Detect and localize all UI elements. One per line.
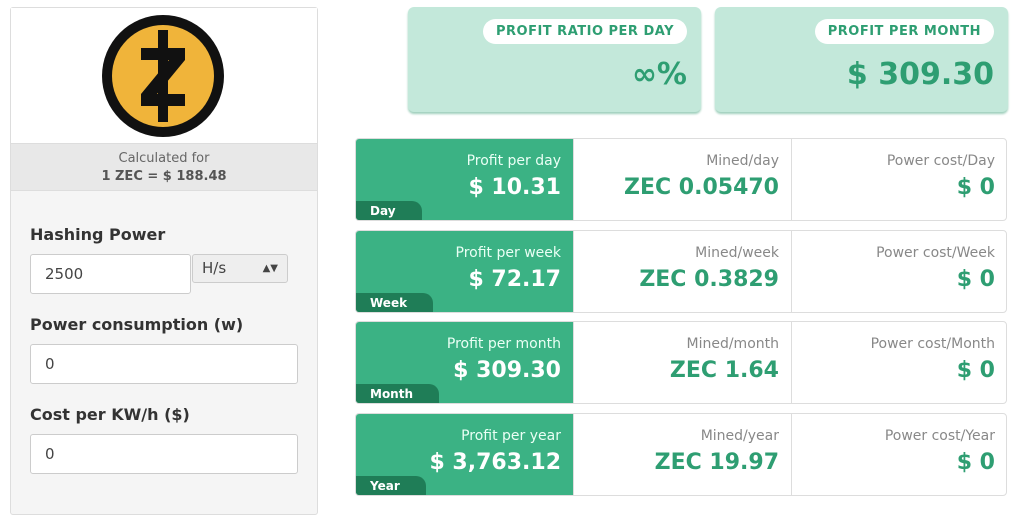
mined-value: ZEC 0.3829 [639, 266, 779, 292]
calculated-for: Calculated for [118, 151, 210, 166]
period-tag: Week [356, 292, 434, 312]
profit-cell: Profit per year $ 3,763.12 Year [356, 413, 573, 495]
result-row: Profit per year $ 3,763.12 Year Mined/year Z… [355, 412, 1007, 496]
profit-label: Profit per year [461, 427, 561, 444]
power-value: $ 0 [956, 449, 995, 475]
mined-label: Mined/day [706, 153, 779, 169]
mined-value: ZEC 19.97 [654, 449, 779, 475]
power-value: $ 0 [956, 266, 995, 292]
calculator-panel: Calculated for 1 ZEC = $ 188.48 Hashing … [10, 7, 318, 515]
profit-value: $ 10.31 [468, 175, 561, 200]
rate: 1 ZEC = $ 188.48 [101, 169, 227, 184]
profit-value: $ 309.30 [453, 358, 561, 383]
rate-info: Calculated for 1 ZEC = $ 188.48 [11, 143, 317, 191]
power-label: Power cost/Year [884, 427, 995, 444]
summary-card: PROFIT RATIO PER DAY ∞% [408, 7, 701, 112]
power-label: Power cost/Day [886, 153, 995, 169]
summary-label: PROFIT PER MONTH [814, 19, 994, 44]
mined-label: Mined/week [695, 244, 779, 261]
profit-cell: Profit per week $ 72.17 Week [356, 230, 573, 312]
result-row: Profit per day $ 10.31 Day Mined/day ZEC 0.0… [355, 138, 1007, 221]
field-label: Hashing Power [30, 225, 166, 244]
power-value: $ 0 [956, 358, 995, 383]
mined-cell: Mined/year ZEC 19.97 [573, 413, 791, 495]
summary-value: ∞% [631, 57, 687, 92]
profit-value: $ 72.17 [468, 266, 561, 292]
profit-cell: Profit per day $ 10.31 Day [356, 139, 573, 220]
power-label: Power cost/Week [876, 244, 995, 261]
unit-select[interactable]: H/s ▲▼ [192, 254, 288, 283]
summary-label: PROFIT RATIO PER DAY [482, 19, 687, 44]
mined-cell: Mined/month ZEC 1.64 [573, 322, 791, 403]
summary-card: PROFIT PER MONTH $ 309.30 [715, 7, 1008, 112]
mined-label: Mined/year [700, 427, 779, 444]
period-tag: Month [356, 384, 440, 403]
input[interactable]: 0 [30, 434, 298, 474]
profit-label: Profit per month [446, 336, 561, 352]
profit-label: Profit per week [455, 244, 561, 261]
period-tag: Year [356, 475, 426, 495]
power-cell: Power cost/Year $ 0 [791, 413, 1007, 495]
profit-cell: Profit per month $ 309.30 Month [356, 322, 573, 403]
mined-value: ZEC 0.05470 [624, 175, 779, 200]
power-cell: Power cost/Day $ 0 [791, 139, 1007, 220]
mined-label: Mined/month [686, 336, 780, 352]
result-row: Profit per month $ 309.30 Month Mined/month… [355, 321, 1007, 404]
profit-label: Profit per day [466, 153, 561, 169]
mined-value: ZEC 1.64 [669, 358, 779, 383]
mined-cell: Mined/week ZEC 0.3829 [573, 230, 791, 312]
input[interactable]: 0 [30, 344, 298, 384]
power-value: $ 0 [956, 175, 995, 200]
mined-cell: Mined/day ZEC 0.05470 [573, 139, 791, 220]
period-tag: Day [356, 201, 422, 220]
unit: H/s [202, 259, 227, 277]
zcash-logo [102, 15, 224, 137]
power-cell: Power cost/Week $ 0 [791, 230, 1007, 312]
power-label: Power cost/Month [870, 336, 995, 352]
result-row: Profit per week $ 72.17 Week Mined/week ZEC … [355, 229, 1007, 313]
profit-value: $ 3,763.12 [429, 449, 561, 475]
input[interactable]: 2500 [30, 254, 191, 294]
field-label: Power consumption (w) [30, 315, 244, 334]
field-label: Cost per KW/h ($) [30, 405, 190, 424]
summary-value: $ 309.30 [846, 57, 994, 92]
power-cell: Power cost/Month $ 0 [791, 322, 1007, 403]
logo-area [11, 8, 317, 143]
